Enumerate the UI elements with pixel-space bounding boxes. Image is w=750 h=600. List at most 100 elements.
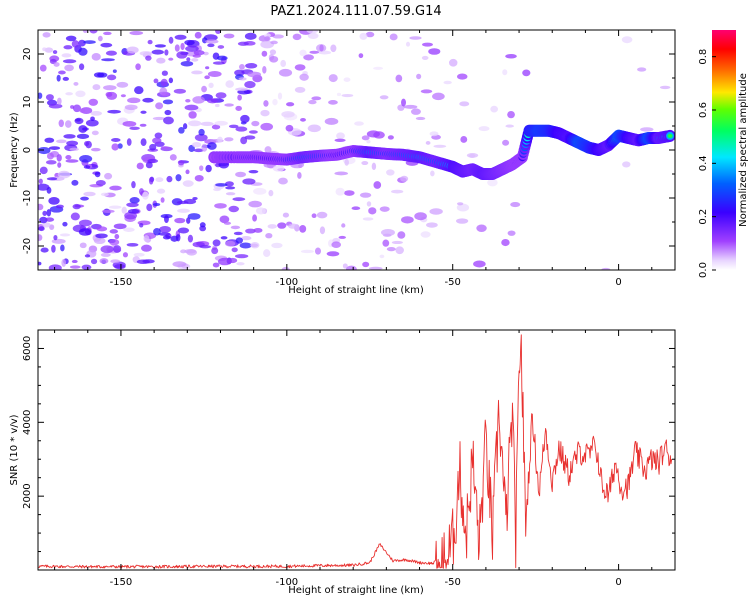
spectrogram-cell [490, 105, 498, 113]
spectrogram-cell [248, 200, 262, 208]
spectrogram-cell [40, 247, 49, 253]
snr-x-tick-label: -100 [275, 577, 298, 588]
spectrogram-cell [53, 234, 58, 241]
snr-axes: -150 -100 -50 0 2000 4000 6000 [22, 329, 675, 588]
spectrogram-cell [136, 162, 144, 170]
spectrogram-cell [391, 189, 404, 194]
spectrogram-cell [48, 264, 62, 270]
spectrogram-cell [145, 161, 153, 169]
spectrogram-cell [457, 202, 464, 206]
spectrogram-cell [62, 76, 69, 81]
spectrogram-cell [248, 130, 258, 134]
spectrogram-cell [52, 50, 58, 55]
spectrogram-cell [233, 231, 243, 236]
spectrogram-cell [46, 152, 54, 160]
spectrogram-cell [245, 63, 258, 69]
spectrogram-cell [111, 137, 121, 142]
spectrogram-cell [184, 39, 195, 46]
spectrogram-cell [466, 153, 479, 158]
spectrogram-cell [253, 187, 267, 195]
spectrogram-cell [175, 234, 181, 242]
spectrogram-cell [326, 251, 340, 257]
spectrogram-cell [111, 143, 119, 151]
spectrogram-cell [307, 124, 322, 133]
spectrogram-cell [311, 213, 317, 219]
spectrogram-cell [212, 61, 225, 65]
spectrogram-cell [100, 245, 114, 254]
spectrogram-cell [250, 242, 260, 249]
spectrogram-cell [176, 200, 189, 205]
spectrogram-cell [168, 36, 174, 44]
spectrogram-cell [207, 43, 215, 48]
spectrogram-cell [136, 259, 150, 264]
spectrogram-cell [395, 74, 403, 83]
spectrogram-cell [318, 50, 332, 55]
spectrogram-cell [362, 217, 374, 221]
spectrogram-cell [38, 261, 42, 266]
spectrogram-cell [400, 175, 409, 182]
spectrogram-cell [57, 162, 62, 168]
spectrogram-cell [502, 139, 510, 146]
spectrogram-cell [38, 183, 50, 191]
spectrogram-cell [204, 75, 210, 80]
spectrogram-cell [277, 92, 283, 100]
spectrogram-cell [58, 70, 66, 75]
spectrogram-cell [601, 267, 611, 270]
spectrogram-cell [379, 95, 389, 100]
spectrogram-cell [225, 80, 234, 88]
spectrogram-cell [270, 40, 278, 45]
spectrogram-cell [380, 228, 395, 237]
spectrogram-cell [61, 258, 67, 267]
spectrogram-cell [164, 49, 169, 56]
spectrogram-cell [174, 217, 186, 224]
spectrogram-cell [127, 97, 141, 104]
spectrogram-cell [211, 124, 221, 130]
spectrogram-cell [208, 82, 214, 89]
spectrogram-cell [65, 159, 79, 163]
spectrogram-cell [432, 92, 445, 101]
spectrogram-y-tick-label: -20 [22, 238, 33, 254]
spectrogram-cell [186, 217, 191, 224]
spectrogram-cell [522, 69, 531, 77]
spectrogram-cell [358, 53, 364, 59]
snr-series-line [38, 334, 673, 569]
spectrogram-cell [215, 103, 220, 108]
spectrogram-cell [193, 50, 205, 56]
spectrogram-cell [365, 31, 375, 38]
colorbar-gradient [712, 30, 736, 270]
spectrogram-cell [114, 234, 120, 240]
spectrogram-x-tick-label: -50 [445, 277, 461, 288]
spectrogram-cell [133, 252, 145, 257]
spectrogram-cell [334, 171, 349, 176]
spectrogram-cell [160, 197, 165, 203]
snr-y-tick-label: 4000 [22, 410, 33, 435]
spectrogram-cell [252, 214, 258, 222]
spectrogram-cell [126, 242, 139, 247]
spectrogram-cell [192, 54, 202, 58]
spectrogram-cell [191, 142, 202, 148]
spectrogram-cell [244, 32, 257, 40]
spectrogram-cell [107, 109, 121, 114]
spectrogram-cell [422, 42, 433, 47]
spectrogram-cell [235, 126, 248, 132]
spectrogram-cell [62, 59, 77, 64]
spectrogram-cell [162, 99, 174, 105]
spectrogram-cell [106, 74, 117, 81]
spectrogram-cell [268, 189, 274, 197]
spectrogram-cell [42, 32, 51, 38]
spectrogram-cell [109, 238, 120, 246]
spectrogram-cell [216, 55, 228, 61]
spectrogram-cell [242, 178, 256, 185]
spectrogram-cell [505, 54, 517, 59]
spectrogram-cell [152, 116, 166, 121]
spectrogram-cell [420, 231, 431, 238]
spectrogram-cell [253, 227, 263, 233]
spectrogram-cell [180, 60, 194, 67]
spectrogram-cell [84, 254, 91, 258]
spectrogram-cell [198, 128, 205, 136]
spectrogram-cell [272, 98, 278, 106]
spectrogram-cell [38, 178, 43, 185]
colorbar: 0.0 0.2 0.4 0.6 0.8 Normalized spectral ampl… [698, 30, 749, 278]
snr-x-axis-label: Height of straight line (km) [288, 585, 424, 596]
